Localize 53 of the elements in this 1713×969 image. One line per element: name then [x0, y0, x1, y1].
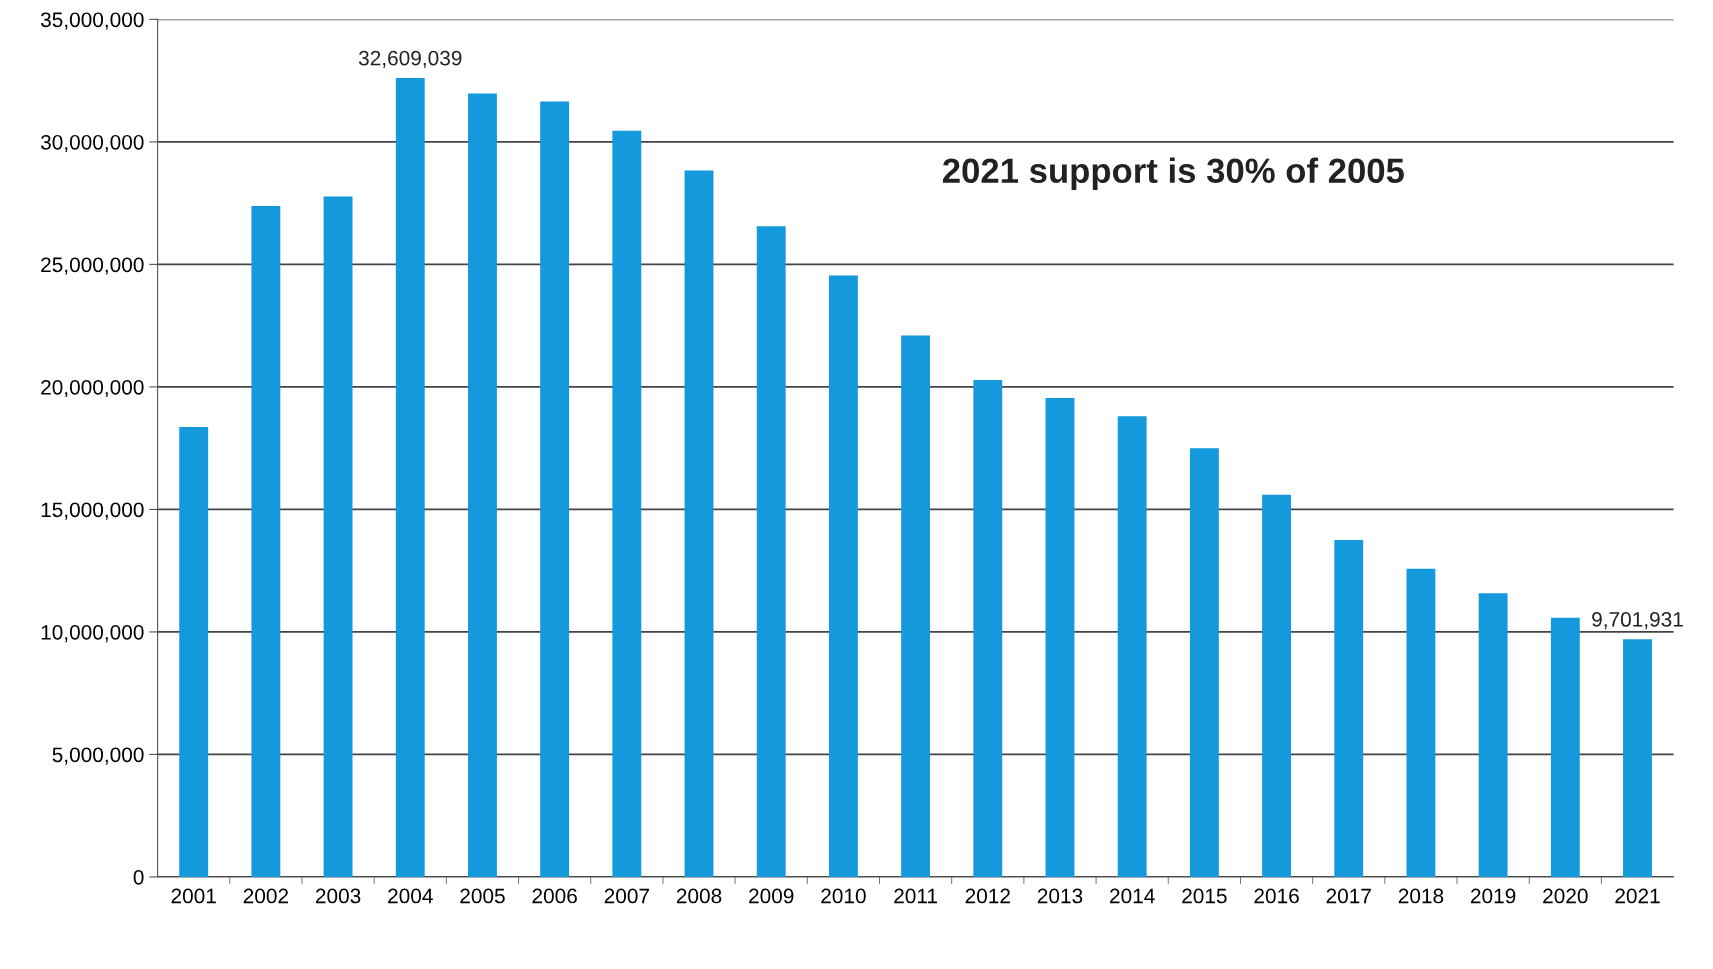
x-tick-label: 2017 [1326, 888, 1371, 904]
bar [1189, 448, 1219, 877]
x-tick-label: 2011 [894, 888, 937, 904]
bar [1550, 617, 1580, 877]
y-tick-label: 30,000,000 [40, 134, 144, 153]
bar [323, 196, 353, 877]
y-tick-label: 5,000,000 [52, 747, 144, 765]
x-tick-label: 2008 [676, 888, 722, 904]
data-label: 9,701,931 [1592, 612, 1683, 630]
y-tick-label: 0 [133, 869, 144, 885]
x-tick-label: 2001 [171, 888, 216, 904]
x-tick-label: 2019 [1471, 888, 1516, 904]
y-tick-label: 15,000,000 [41, 502, 144, 520]
bar [1478, 593, 1508, 877]
bar [828, 275, 858, 877]
bar [612, 130, 642, 877]
x-tick-label: 2015 [1182, 888, 1227, 904]
y-tick-label: 10,000,000 [41, 624, 144, 643]
x-tick-label: 2021 [1615, 888, 1660, 904]
bar [684, 170, 714, 877]
x-tick-label: 2012 [965, 888, 1010, 904]
bar [1045, 397, 1075, 877]
data-label: 32,609,039 [358, 50, 462, 68]
x-tick-label: 2013 [1037, 888, 1083, 904]
x-tick-label: 2002 [243, 888, 289, 904]
bar [179, 427, 209, 877]
annotation: 2021 support is 30% of 2005 [942, 157, 1404, 190]
bar [756, 226, 786, 877]
bar [1117, 416, 1147, 877]
x-tick-label: 2004 [388, 888, 433, 904]
bar [1623, 639, 1652, 877]
x-tick-label: 2003 [315, 888, 361, 904]
bar [251, 206, 281, 877]
y-tick-label: 20,000,000 [41, 379, 144, 398]
x-tick-label: 2016 [1254, 888, 1299, 904]
x-tick-label: 2010 [821, 888, 866, 904]
x-tick-label: 2007 [604, 888, 649, 904]
x-tick-label: 2020 [1543, 888, 1588, 904]
x-tick-label: 2006 [532, 888, 577, 904]
y-tick-label: 25,000,000 [41, 257, 144, 275]
x-tick-label: 2005 [460, 888, 505, 904]
bar [540, 101, 570, 877]
x-tick-label: 2009 [749, 888, 794, 904]
x-tick-label: 2018 [1398, 888, 1444, 904]
bar [1406, 568, 1436, 877]
bar [1262, 494, 1291, 877]
bar [395, 77, 425, 877]
bar [1334, 540, 1364, 877]
bar [973, 380, 1003, 877]
bar [468, 93, 497, 877]
x-tick-label: 2014 [1110, 888, 1155, 904]
y-tick-label: 35,000,000 [40, 12, 144, 30]
bar [901, 335, 931, 877]
